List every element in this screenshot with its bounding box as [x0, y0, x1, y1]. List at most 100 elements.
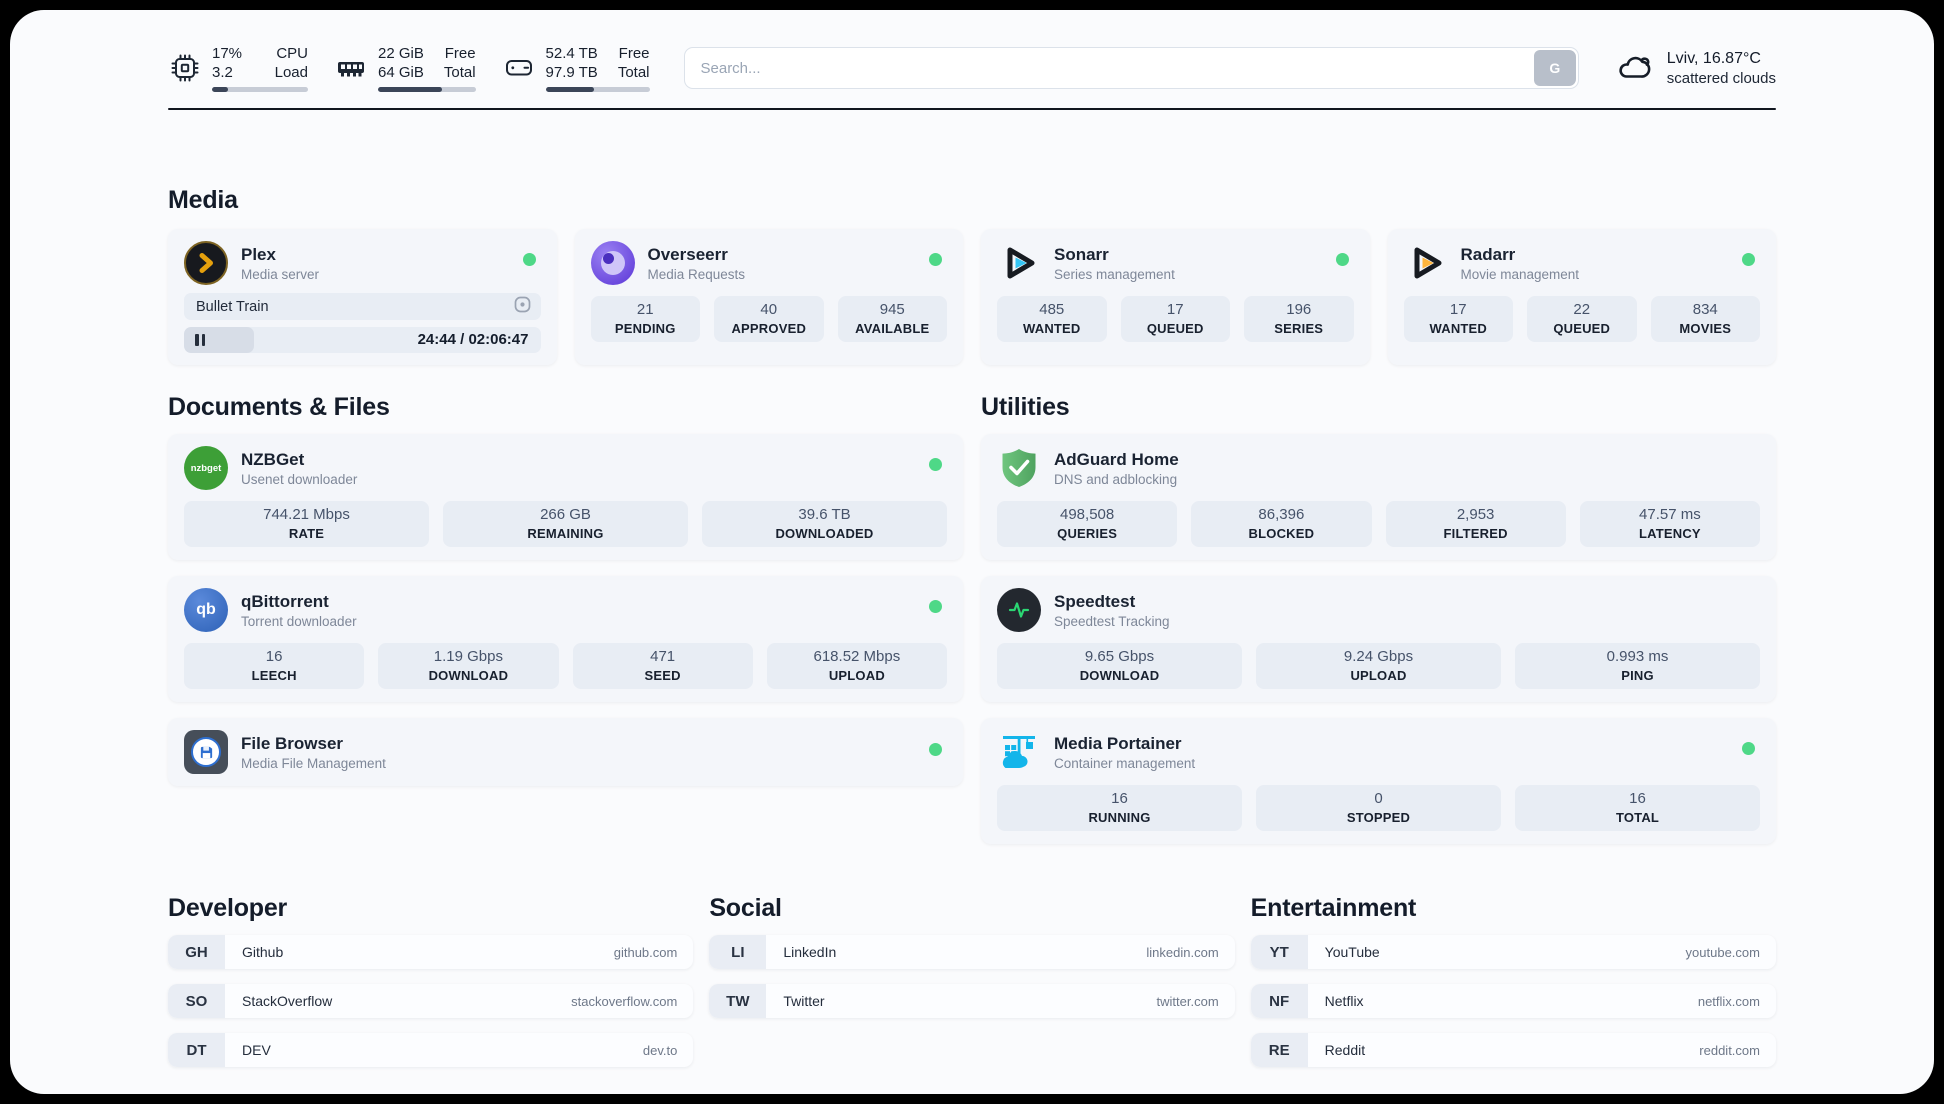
section-title-social: Social — [709, 894, 782, 922]
stat-remaining: 266 GB REMAINING — [443, 501, 688, 547]
app-card-nzbget[interactable]: nzbget NZBGet Usenet downloader 744.21 M… — [168, 434, 963, 560]
app-card-overseerr[interactable]: Overseerr Media Requests 21 PENDING 40 APP… — [574, 229, 963, 365]
link-name: YouTube — [1324, 944, 1380, 960]
disk-icon — [502, 51, 536, 85]
link-abbr: SO — [168, 984, 225, 1018]
app-card-speedtest[interactable]: Speedtest Speedtest Tracking 9.65 Gbps DO… — [981, 576, 1776, 702]
link-youtube[interactable]: YT YouTube youtube.com — [1250, 935, 1776, 969]
app-title: File Browser — [241, 733, 344, 753]
app-title: AdGuard Home — [1054, 449, 1179, 469]
link-name: Twitter — [783, 993, 825, 1009]
link-linkedin[interactable]: LI LinkedIn linkedin.com — [709, 935, 1235, 969]
weather-widget[interactable]: Lviv, 16.87°C scattered clouds — [1615, 48, 1776, 89]
link-url: netflix.com — [1697, 993, 1760, 1009]
search-engine-button[interactable]: G — [1533, 50, 1576, 86]
status-indicator — [522, 253, 536, 266]
link-abbr: GH — [168, 935, 225, 969]
stat-upload: 9.24 Gbps UPLOAD — [1256, 643, 1501, 689]
app-card-plex[interactable]: Plex Media server Bullet Train 24:4 — [168, 229, 557, 365]
memory-total-value: 64 GiB — [378, 64, 424, 81]
app-subtitle: Movie management — [1460, 266, 1580, 282]
stat-series: 196 SERIES — [1244, 296, 1354, 342]
stat-pending: 21 PENDING — [590, 296, 700, 342]
player-progress-fill — [184, 327, 254, 353]
app-card-filebrowser[interactable]: File Browser Media File Management — [168, 718, 963, 786]
overseerr-icon — [590, 241, 635, 285]
link-url: dev.to — [642, 1042, 678, 1058]
system-stats: 17% 3.2 CPU Load — [168, 44, 650, 92]
app-subtitle: Media Requests — [647, 266, 746, 282]
dashboard-window: 17% 3.2 CPU Load — [10, 10, 1934, 1094]
app-title: Media Portainer — [1054, 733, 1182, 753]
memory-progress-bar — [378, 87, 476, 92]
stat-queued: 17 QUEUED — [1120, 296, 1230, 342]
disk-progress-bar — [545, 87, 650, 92]
player-progress-bar[interactable]: 24:44 / 02:06:47 — [184, 327, 541, 353]
status-indicator — [1335, 253, 1349, 266]
app-title: Plex — [241, 244, 276, 264]
search-bar: G — [683, 47, 1579, 89]
weather-condition: scattered clouds — [1666, 69, 1776, 87]
status-indicator — [1742, 742, 1755, 755]
memory-free-value: 22 GiB — [378, 45, 424, 62]
app-card-sonarr[interactable]: Sonarr Series management 485 WANTED 17 QUE… — [981, 229, 1370, 365]
search-input[interactable] — [683, 47, 1579, 89]
pause-icon — [195, 334, 199, 346]
link-abbr: DT — [168, 1033, 225, 1067]
link-abbr: TW — [709, 984, 767, 1018]
memory-icon — [334, 51, 368, 85]
status-indicator — [929, 458, 942, 471]
cpu-icon — [168, 51, 202, 85]
app-subtitle: Speedtest Tracking — [1054, 613, 1170, 629]
memory-usage-widget: 22 GiB 64 GiB Free Total — [334, 44, 476, 92]
cpu-usage-label: CPU — [276, 45, 308, 62]
link-name: Reddit — [1324, 1042, 1366, 1058]
app-card-radarr[interactable]: Radarr Movie management 17 WANTED 22 QUEUE… — [1387, 229, 1776, 365]
app-title: Speedtest — [1054, 591, 1136, 611]
link-stackoverflow[interactable]: SO StackOverflow stackoverflow.com — [168, 984, 694, 1018]
app-subtitle: Media server — [241, 266, 320, 282]
section-title-developer: Developer — [168, 894, 288, 922]
app-title: Sonarr — [1054, 244, 1109, 264]
status-indicator — [929, 743, 942, 756]
link-twitter[interactable]: TW Twitter twitter.com — [709, 984, 1235, 1018]
disk-usage-widget: 52.4 TB 97.9 TB Free Total — [502, 44, 650, 92]
session-icon[interactable] — [514, 296, 531, 318]
adguard-icon — [997, 446, 1041, 490]
cpu-progress-bar — [212, 87, 308, 92]
link-name: Netflix — [1324, 993, 1364, 1009]
status-indicator — [929, 253, 942, 266]
plex-icon — [184, 241, 228, 285]
link-github[interactable]: GH Github github.com — [168, 935, 694, 969]
link-netflix[interactable]: NF Netflix netflix.com — [1250, 984, 1776, 1018]
section-title-media: Media — [168, 186, 238, 214]
disk-free-value: 52.4 TB — [545, 45, 598, 62]
weather-location-temp: Lviv, 16.87°C — [1666, 49, 1761, 67]
link-reddit[interactable]: RE Reddit reddit.com — [1250, 1033, 1776, 1067]
sonarr-icon — [997, 241, 1041, 285]
qbittorrent-icon: qb — [184, 588, 228, 632]
link-url: youtube.com — [1685, 944, 1760, 960]
now-playing-row: Bullet Train — [184, 293, 541, 320]
memory-total-label: Total — [443, 64, 476, 81]
link-url: github.com — [613, 944, 678, 960]
cpu-usage-value: 17% — [212, 45, 243, 62]
stat-total: 16 TOTAL — [1515, 785, 1760, 831]
app-card-portainer[interactable]: Media Portainer Container management 16 R… — [981, 718, 1776, 844]
nzbget-icon: nzbget — [184, 446, 228, 490]
portainer-icon — [997, 730, 1041, 774]
app-subtitle: Usenet downloader — [241, 471, 358, 487]
social-links-section: Social LI LinkedIn linkedin.com TW Twitt… — [709, 894, 1235, 1018]
link-dev[interactable]: DT DEV dev.to — [168, 1033, 694, 1067]
link-url: linkedin.com — [1146, 944, 1219, 960]
stat-blocked: 86,396 BLOCKED — [1191, 501, 1372, 547]
link-abbr: LI — [709, 935, 767, 969]
stat-filtered: 2,953 FILTERED — [1385, 501, 1566, 547]
section-title-utilities: Utilities — [981, 393, 1070, 421]
app-card-adguard[interactable]: AdGuard Home DNS and adblocking 498,508 Q… — [981, 434, 1776, 560]
link-name: DEV — [242, 1042, 271, 1058]
link-url: stackoverflow.com — [571, 993, 678, 1009]
app-card-qbittorrent[interactable]: qb qBittorrent Torrent downloader 16 LEEC… — [168, 576, 963, 702]
section-title-documents: Documents & Files — [168, 393, 390, 421]
stat-queries: 498,508 QUERIES — [997, 501, 1178, 547]
